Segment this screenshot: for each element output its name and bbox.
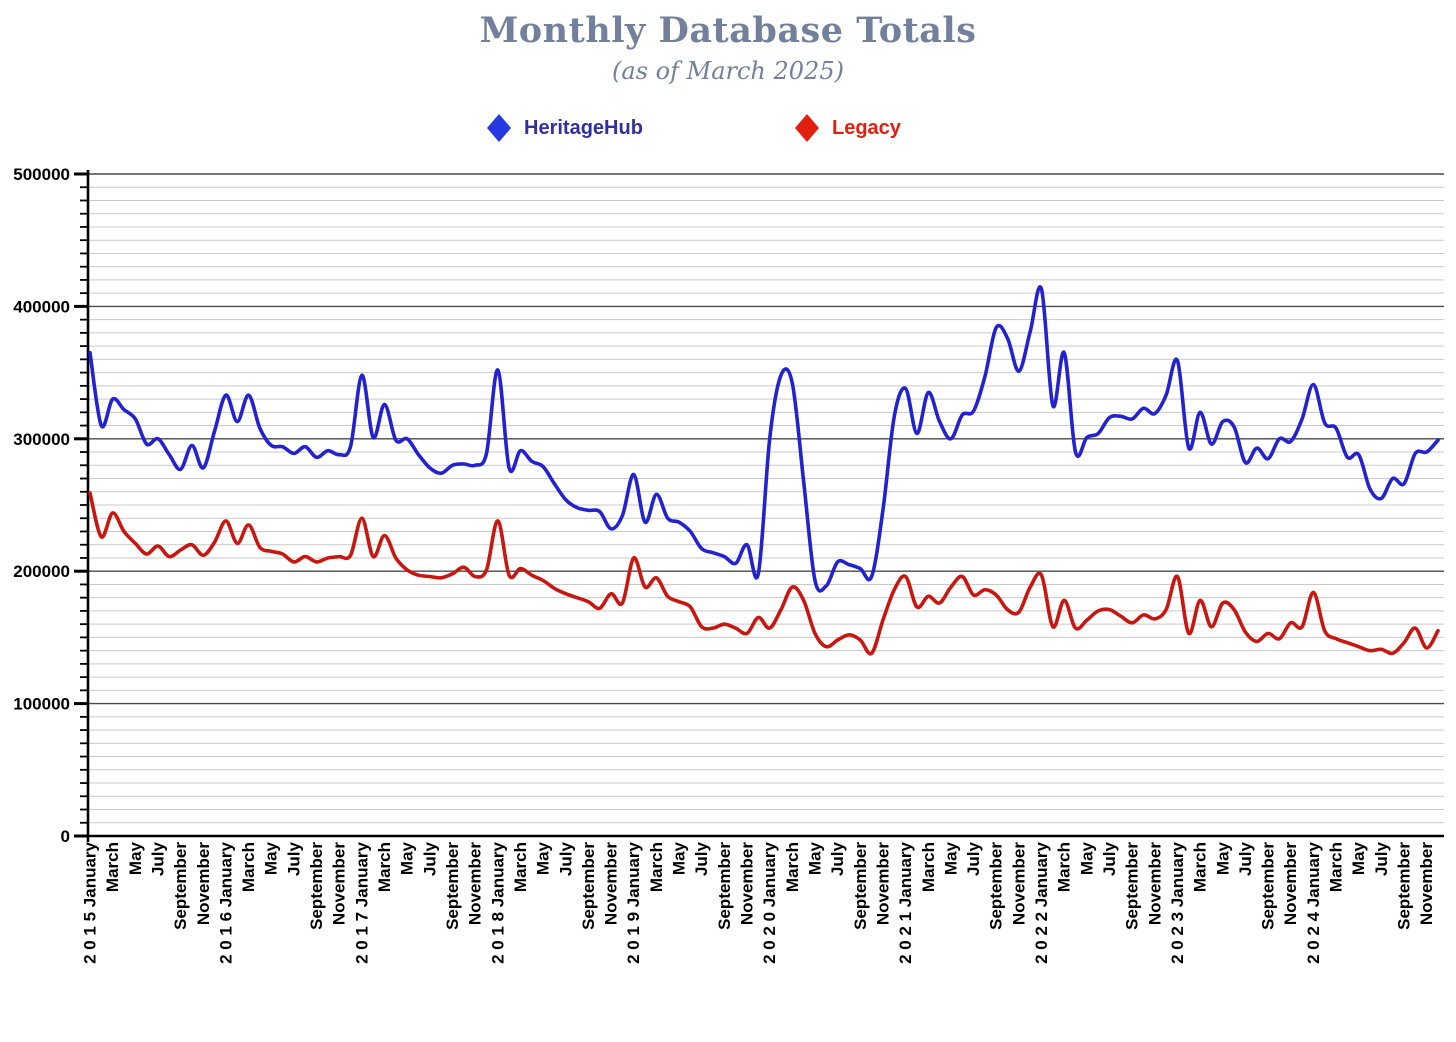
x-axis-label: March	[375, 842, 394, 892]
x-axis-label: July	[692, 841, 711, 876]
x-axis-label: November	[1145, 842, 1164, 926]
x-axis-label: 2 0 1 7 January	[352, 841, 371, 963]
x-axis-label: May	[126, 841, 145, 875]
x-axis-label: November	[466, 842, 485, 926]
x-axis-label: November	[194, 842, 213, 926]
page-subtitle: (as of March 2025)	[612, 57, 844, 85]
x-axis-label: July	[1100, 841, 1119, 876]
y-axis-label: 200000	[13, 562, 70, 581]
x-axis-label: 2 0 1 9 January	[624, 841, 643, 963]
series-line-legacy	[88, 491, 1440, 656]
x-axis-label: November	[602, 842, 621, 926]
x-axis-label: March	[919, 842, 938, 892]
x-axis-label: May	[1077, 841, 1096, 875]
x-axis-label: September	[1395, 842, 1414, 930]
x-axis-label: 2 0 1 5 January	[81, 841, 100, 963]
x-axis-label: July	[964, 841, 983, 876]
x-axis-label: March	[783, 842, 802, 892]
x-axis-label: July	[1236, 841, 1255, 876]
y-axis-label: 0	[61, 827, 70, 846]
x-axis-label: July	[148, 841, 167, 876]
x-axis-label: September	[307, 842, 326, 930]
x-axis-label: July	[284, 841, 303, 876]
x-axis-label: May	[1213, 841, 1232, 875]
legend-label-heritagehub: HeritageHub	[524, 116, 643, 139]
legend-label-legacy: Legacy	[832, 116, 901, 139]
x-axis-label: 2 0 2 0 January	[760, 841, 779, 963]
x-axis-label: 2 0 2 2 January	[1032, 841, 1051, 963]
legend-item-legacy: Legacy	[795, 114, 901, 142]
x-axis-label: 2 0 2 1 January	[896, 841, 915, 963]
x-axis-label: March	[511, 842, 530, 892]
x-axis-label: 2 0 2 3 January	[1168, 841, 1187, 963]
x-axis-label: November	[1281, 842, 1300, 926]
x-axis-label: March	[1055, 842, 1074, 892]
x-axis-label: July	[420, 841, 439, 876]
y-axis-label: 100000	[13, 695, 70, 714]
x-axis-label: 2 0 2 4 January	[1304, 841, 1323, 963]
x-axis-label: May	[262, 841, 281, 875]
x-axis-label: March	[1327, 842, 1346, 892]
x-axis-label: 2 0 1 6 January	[216, 841, 235, 963]
x-axis-label: November	[1009, 842, 1028, 926]
x-axis-label: November	[738, 842, 757, 926]
x-axis-label: May	[398, 841, 417, 875]
x-axis-label: May	[941, 841, 960, 875]
x-axis-label: March	[647, 842, 666, 892]
series-line-heritagehub	[88, 285, 1440, 593]
x-axis-label: September	[579, 842, 598, 930]
y-axis-label: 400000	[13, 297, 70, 316]
x-axis-label: May	[534, 841, 553, 875]
x-axis-label: September	[171, 842, 190, 930]
x-axis-label: May	[1349, 841, 1368, 875]
x-axis-label: July	[1372, 841, 1391, 876]
x-axis-label: September	[987, 842, 1006, 930]
x-axis-label: September	[1259, 842, 1278, 930]
x-axis-label: March	[239, 842, 258, 892]
x-axis-label: 2 0 1 8 January	[488, 841, 507, 963]
x-axis-label: July	[556, 841, 575, 876]
x-axis-label: September	[851, 842, 870, 930]
x-axis-label: November	[330, 842, 349, 926]
x-axis-label: September	[443, 842, 462, 930]
legend-item-heritagehub: HeritageHub	[487, 114, 643, 142]
x-axis-label: November	[1417, 842, 1436, 926]
x-axis-label: March	[1191, 842, 1210, 892]
page-title: Monthly Database Totals	[479, 10, 977, 51]
x-axis-label: March	[103, 842, 122, 892]
x-axis-label: May	[670, 841, 689, 875]
x-axis-label: July	[828, 841, 847, 876]
x-axis-label: May	[805, 841, 824, 875]
y-axis-label: 500000	[13, 165, 70, 184]
y-axis-label: 300000	[13, 430, 70, 449]
x-axis-label: November	[873, 842, 892, 926]
x-axis-label: September	[1123, 842, 1142, 930]
x-axis-label: September	[715, 842, 734, 930]
